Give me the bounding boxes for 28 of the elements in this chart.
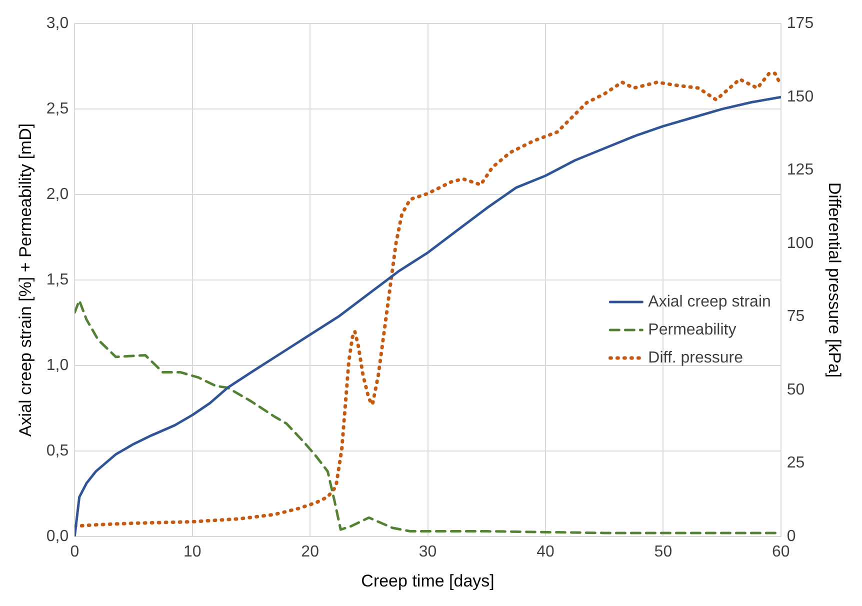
y2-tick-label: 25 [786, 454, 805, 472]
x-tick-label: 60 [772, 543, 790, 560]
x-tick-label: 0 [70, 543, 80, 560]
y2-axis-title: Differential pressure [kPa] [825, 182, 844, 378]
y-tick-label: 2,5 [46, 100, 69, 118]
legend-label: Diff. pressure [648, 349, 744, 366]
y2-tick-label: 125 [786, 162, 814, 179]
y-tick-label: 2,0 [46, 186, 69, 203]
y-tick-label: 0,5 [46, 442, 69, 460]
y2-tick-label: 75 [786, 308, 805, 326]
x-tick-label: 20 [301, 543, 320, 560]
y-axis-title: Axial creep strain [%] + Permeability [mD] [16, 123, 35, 437]
legend-label: Axial creep strain [648, 293, 771, 310]
y2-tick-label: 175 [786, 15, 814, 32]
y2-tick-label: 50 [786, 381, 805, 398]
x-axis-title: Creep time [days] [361, 571, 494, 590]
y-tick-label: 1,0 [46, 356, 69, 374]
x-tick-label: 40 [536, 543, 554, 560]
x-tick-label: 30 [418, 543, 437, 560]
y2-tick-label: 150 [786, 88, 814, 106]
y-tick-label: 3,0 [46, 15, 69, 32]
y2-tick-label: 0 [786, 528, 796, 545]
y2-tick-label: 100 [786, 234, 814, 252]
x-tick-label: 10 [183, 543, 202, 560]
y-tick-label: 1,5 [46, 271, 69, 288]
x-tick-label: 50 [654, 543, 672, 560]
y-tick-label: 0,0 [46, 528, 69, 545]
legend-label: Permeability [648, 321, 736, 338]
